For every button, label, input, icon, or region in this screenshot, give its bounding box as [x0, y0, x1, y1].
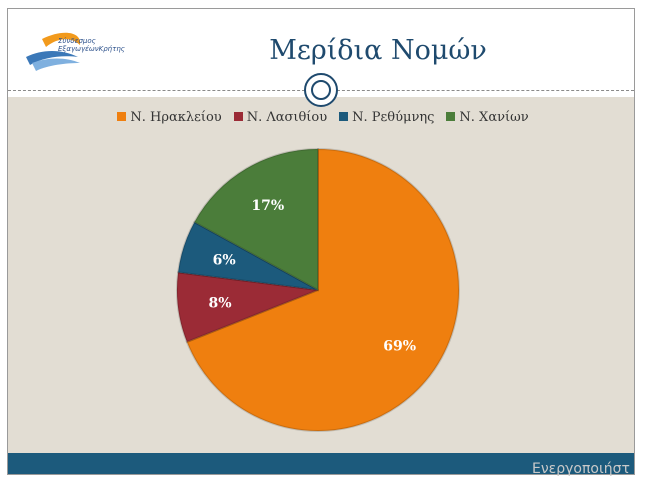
pie-slice: [176, 220, 319, 291]
legend-label: Ν. Ρεθύμνης: [352, 110, 435, 125]
pie-slice: [193, 147, 319, 292]
footer-bar: [8, 453, 634, 474]
slide-title: Μερίδια Νομών: [269, 35, 487, 66]
pie-slice: [176, 271, 319, 344]
logo-line-2: ΕξαγωγέωνΚρήτης: [58, 45, 125, 53]
logo-line-1: Σύνδεσμος: [58, 37, 96, 45]
activation-watermark: Ενεργοποιήστ: [532, 461, 630, 477]
legend-label: Ν. Ηρακλείου: [130, 110, 222, 125]
slice-label: 8%: [209, 295, 232, 311]
legend-swatch: [446, 112, 456, 121]
legend-label: Ν. Λασιθίου: [246, 110, 328, 125]
legend-item: Ν. Ηρακλείου: [117, 110, 222, 125]
pie-slice: [185, 147, 460, 432]
slice-label: 69%: [383, 338, 416, 354]
legend-item: Ν. Ρεθύμνης: [339, 110, 434, 125]
legend-swatch: [233, 112, 243, 121]
slice-label: 6%: [213, 253, 236, 269]
legend-swatch: [339, 112, 349, 121]
legend-label: Ν. Χανίων: [459, 110, 529, 125]
legend-item: Ν. Χανίων: [446, 110, 529, 125]
legend-item: Ν. Λασιθίου: [233, 110, 328, 125]
circle-ornament-icon: [304, 73, 338, 107]
circle-ornament-inner: [311, 80, 331, 100]
legend-swatch: [117, 112, 127, 121]
logo-swoosh-icon: [26, 32, 81, 71]
slice-label: 17%: [251, 198, 284, 214]
logo-text: Σύνδεσμος ΕξαγωγέωνΚρήτης: [58, 37, 148, 53]
chart-legend: Ν. Ηρακλείου Ν. Λασιθίου Ν. Ρεθύμνης Ν. Χαν…: [0, 110, 646, 125]
